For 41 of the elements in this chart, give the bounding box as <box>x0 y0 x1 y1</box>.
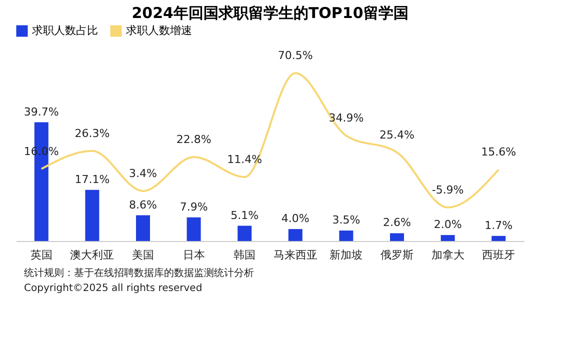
data-label: 5.1% <box>230 208 259 222</box>
x-tick-label: 俄罗斯 <box>380 248 414 262</box>
bar <box>288 229 302 241</box>
chart-title: 2024年回国求职留学生的TOP10留学国 <box>132 4 408 22</box>
bar <box>85 190 100 241</box>
text: Copyright©2025 all rights reserved <box>24 282 204 296</box>
data-label: 39.7% <box>24 105 59 118</box>
bar <box>186 217 201 241</box>
x-tick-label: 澳大利亚 <box>70 248 114 262</box>
bar <box>390 233 404 241</box>
data-label: 8.6% <box>129 198 157 212</box>
bar <box>492 236 506 241</box>
bar <box>440 235 455 241</box>
bar <box>339 230 354 241</box>
data-label: 70.5% <box>278 49 313 62</box>
x-tick-label: 日本 <box>182 248 205 262</box>
data-label: 3.5% <box>332 214 360 227</box>
bar <box>136 215 150 241</box>
data-label: 25.4% <box>380 128 414 142</box>
x-tick-label: 马来西亚 <box>273 248 318 262</box>
legend-label: 求职人数占比 <box>32 24 98 37</box>
data-label: -5.9% <box>432 183 464 196</box>
data-label: 7.9% <box>180 200 208 214</box>
data-label: 3.4% <box>129 167 157 180</box>
x-tick-label: 美国 <box>132 248 154 262</box>
x-tick-label: 韩国 <box>234 248 256 262</box>
legend-label: 求职人数增速 <box>126 24 192 37</box>
data-label: 4.0% <box>281 212 310 226</box>
data-label: 1.7% <box>484 218 513 232</box>
bar <box>238 226 252 241</box>
data-label: 17.1% <box>74 172 110 186</box>
data-label: 2.6% <box>383 216 411 230</box>
x-tick-label: 西班牙 <box>482 248 516 262</box>
data-label: 15.6% <box>481 146 516 159</box>
x-tick-label: 新加坡 <box>330 248 363 262</box>
x-tick-label: 英国 <box>30 248 52 262</box>
data-label: 22.8% <box>176 132 212 146</box>
x-tick-label: 加拿大 <box>431 248 464 262</box>
data-label: 2.0% <box>434 218 462 232</box>
text: 统计规则：基于在线招聘数据库的数据监测统计分析 <box>24 266 255 281</box>
data-label: 26.3% <box>74 126 110 140</box>
